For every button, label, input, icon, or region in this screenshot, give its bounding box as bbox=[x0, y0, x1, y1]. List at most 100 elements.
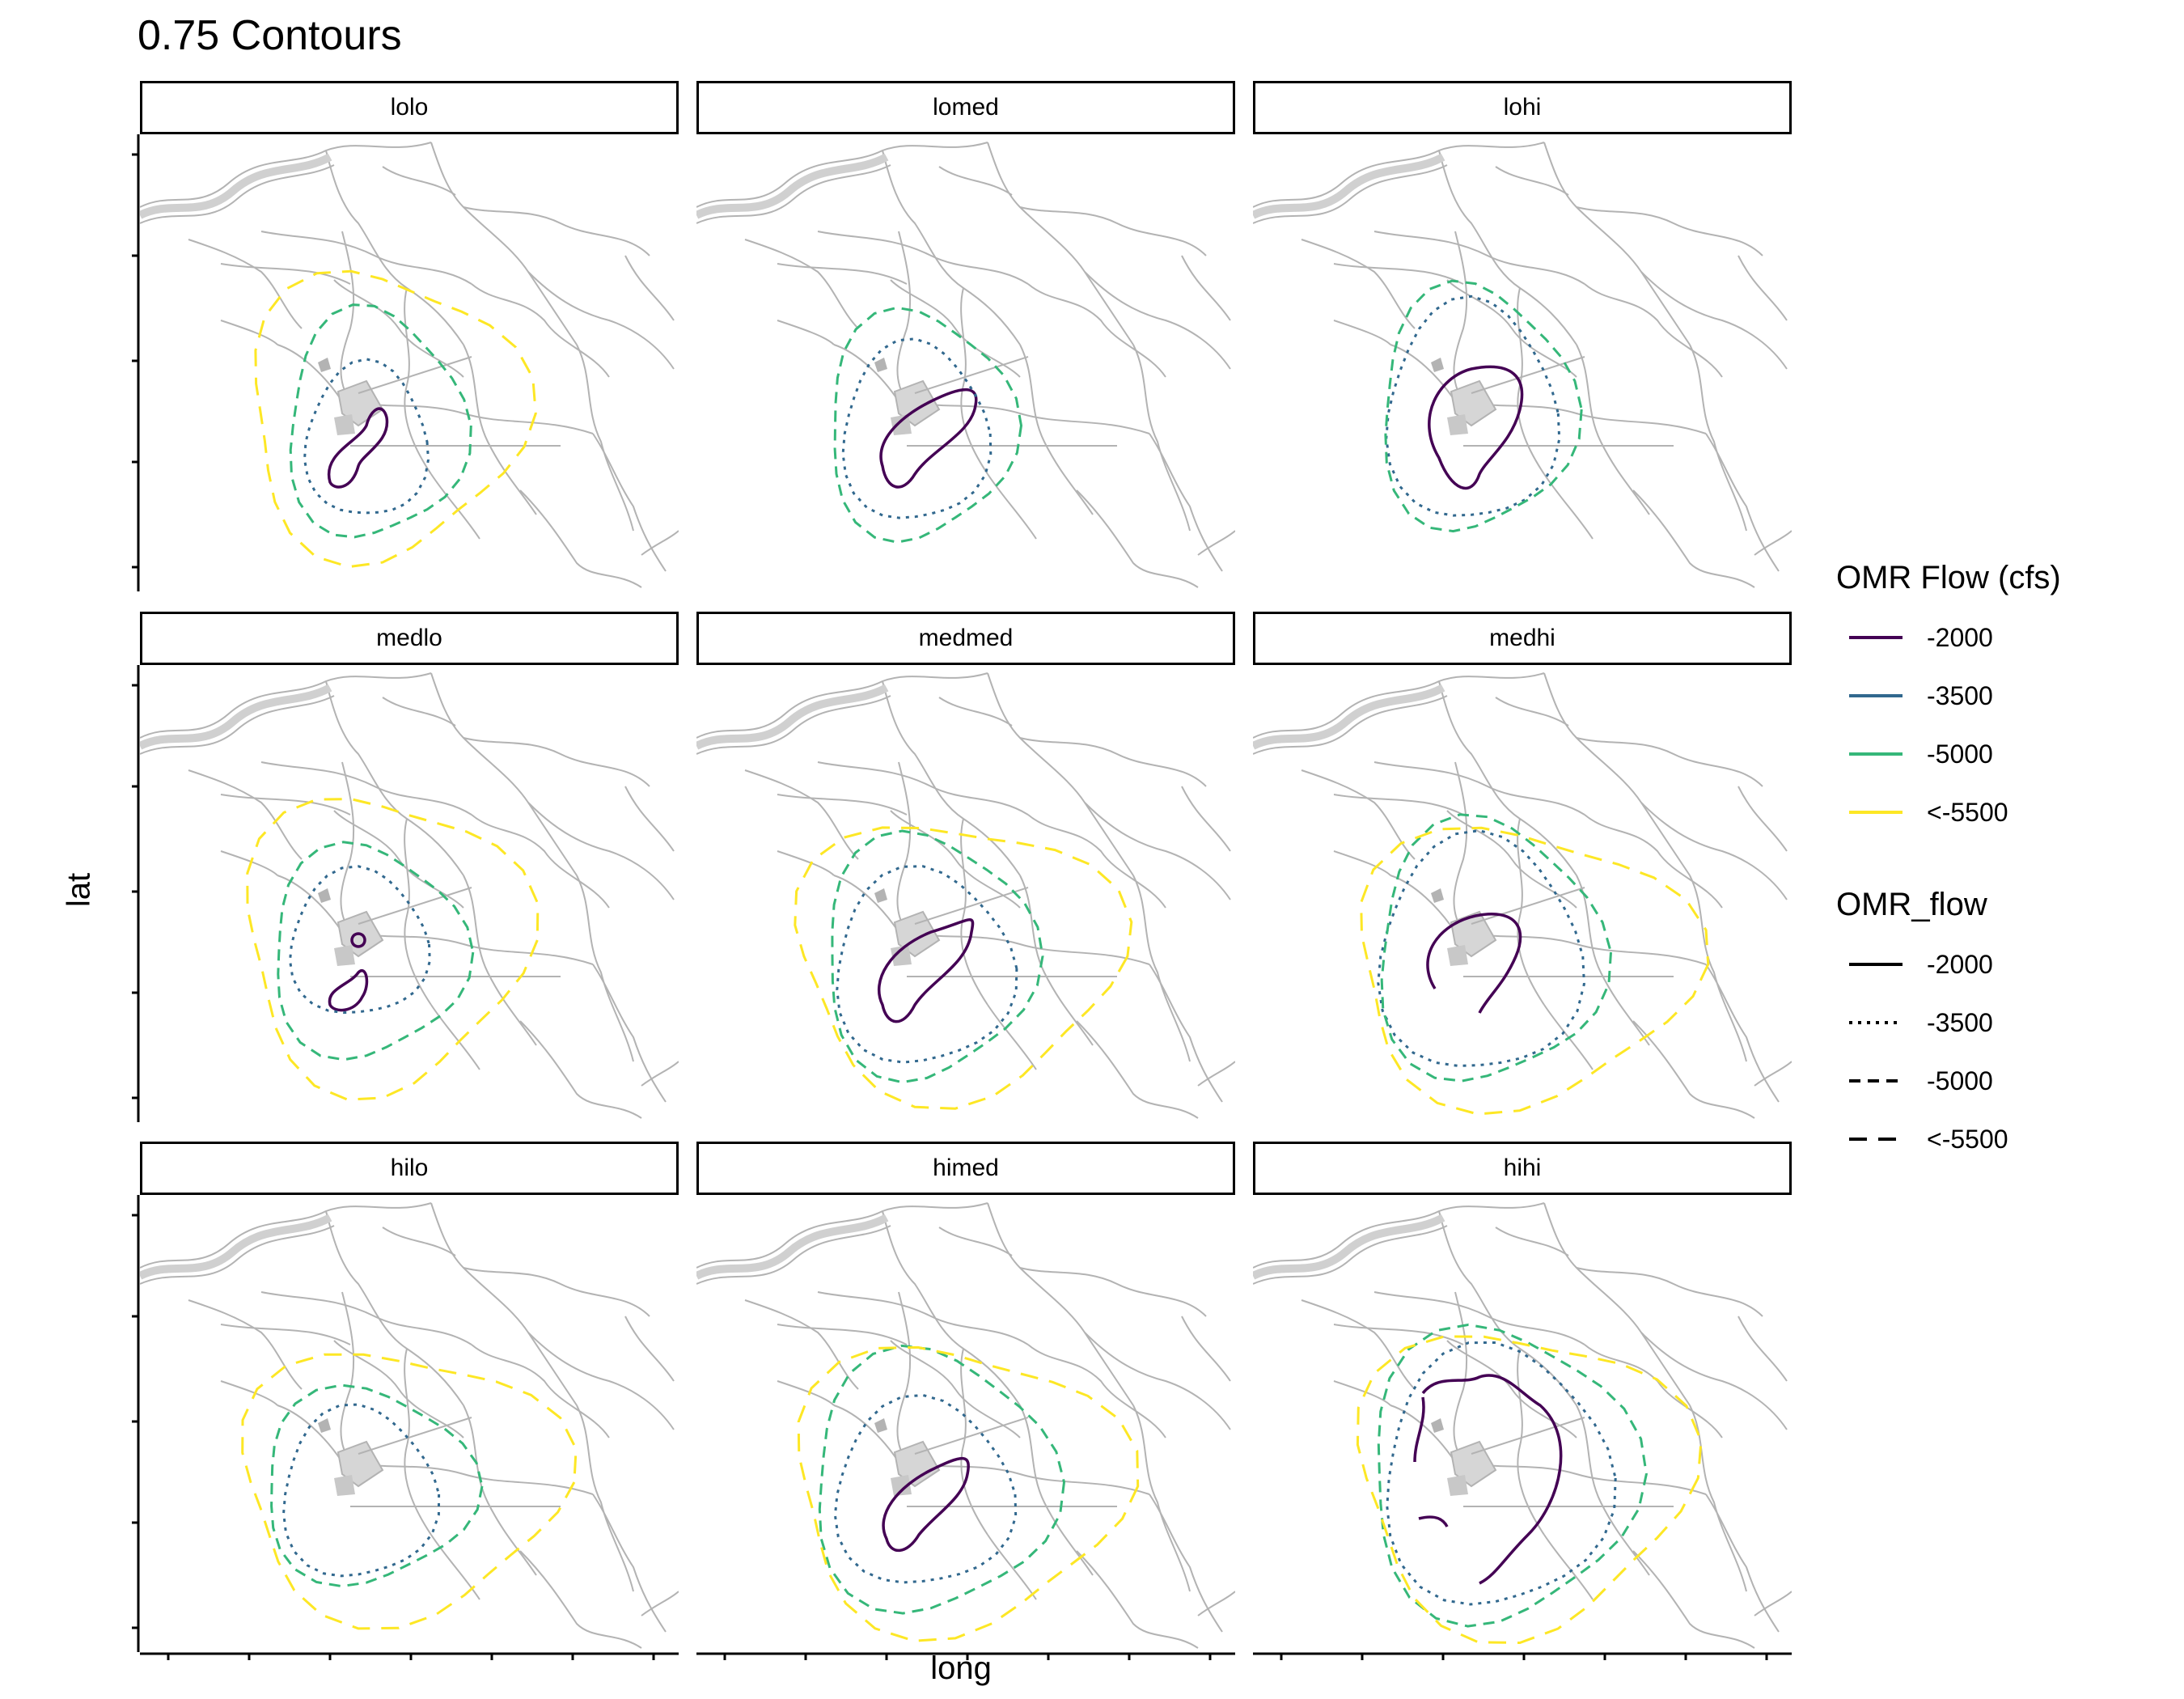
facet-map bbox=[696, 1202, 1235, 1649]
contour-line bbox=[831, 829, 1044, 1084]
facet-strip-3: lohi bbox=[1253, 81, 1792, 134]
delta-basemap bbox=[696, 1202, 1235, 1649]
legend-swatch bbox=[1849, 752, 1903, 756]
contour-line bbox=[1428, 365, 1524, 490]
facet-panel-5 bbox=[696, 665, 1235, 1122]
contour-line bbox=[833, 306, 1023, 544]
contour-line bbox=[1384, 279, 1583, 533]
contour-line bbox=[833, 1393, 1018, 1584]
color-legend-title: OMR Flow (cfs) bbox=[1836, 560, 2061, 595]
facet-label: medhi bbox=[1489, 625, 1555, 651]
delta-basemap bbox=[696, 672, 1235, 1119]
facet-label: lohi bbox=[1503, 94, 1542, 121]
legend-linetype-key bbox=[1849, 1079, 1903, 1083]
contour-line bbox=[1418, 1515, 1449, 1527]
delta-basemap bbox=[1253, 1202, 1792, 1649]
facet-strip-9: hihi bbox=[1253, 1142, 1792, 1195]
contours bbox=[254, 269, 537, 569]
contour-line bbox=[1356, 1335, 1703, 1645]
facet-panel-2 bbox=[696, 134, 1235, 591]
facet-label: hihi bbox=[1503, 1155, 1542, 1181]
legend-label: -5000 bbox=[1927, 739, 1993, 769]
legend-label: <-5500 bbox=[1927, 1124, 2008, 1154]
contours bbox=[794, 826, 1133, 1110]
delta-basemap bbox=[140, 1202, 679, 1649]
facet-panel-1 bbox=[140, 134, 679, 591]
linetype-legend-item: -5000 bbox=[1836, 1052, 2160, 1110]
color-legend-item: <-5500 bbox=[1836, 783, 2160, 841]
page-title: 0.75 Contours bbox=[138, 12, 402, 59]
contour-line bbox=[254, 269, 537, 569]
legend-swatch bbox=[1849, 694, 1903, 697]
y-axis-label: lat bbox=[61, 872, 97, 908]
facet-panel-4 bbox=[140, 665, 679, 1122]
contour-line bbox=[836, 865, 1018, 1064]
delta-basemap bbox=[140, 142, 679, 588]
facet-map bbox=[696, 142, 1235, 588]
color-legend-item: -5000 bbox=[1836, 725, 2160, 783]
contour-line bbox=[882, 1456, 970, 1553]
legend-label: -3500 bbox=[1927, 680, 1993, 710]
legend-linetype-key bbox=[1849, 963, 1903, 966]
facet-map bbox=[696, 672, 1235, 1119]
facet-map bbox=[1253, 1202, 1792, 1649]
contours bbox=[797, 1344, 1140, 1642]
legend: OMR Flow (cfs) -2000 -3500 -5000 <-5500 OMR… bbox=[1836, 558, 2160, 1168]
delta-basemap bbox=[696, 142, 1235, 588]
contours bbox=[246, 798, 540, 1101]
legend-label: -5000 bbox=[1927, 1066, 1993, 1095]
contour-line bbox=[1377, 829, 1585, 1067]
facet-strip-7: hilo bbox=[140, 1142, 679, 1195]
facet-label: himed bbox=[933, 1155, 999, 1181]
linetype-legend-item: -3500 bbox=[1836, 994, 2160, 1052]
facet-label: medmed bbox=[918, 625, 1014, 651]
contour-line bbox=[282, 1403, 441, 1578]
delta-basemap bbox=[140, 672, 679, 1119]
contour-line bbox=[841, 337, 993, 519]
contour-line bbox=[246, 798, 540, 1101]
facet-label: hilo bbox=[390, 1155, 429, 1181]
contour-line bbox=[818, 1344, 1066, 1615]
facet-map bbox=[1253, 672, 1792, 1119]
legend-label: -2000 bbox=[1927, 949, 1993, 979]
facet-strip-2: lomed bbox=[696, 81, 1235, 134]
contour-line bbox=[1360, 826, 1710, 1116]
legend-linetype-key bbox=[1849, 1138, 1903, 1141]
contour-line bbox=[277, 841, 475, 1061]
legend-linetype-key bbox=[1849, 1021, 1903, 1024]
facet-panel-7 bbox=[140, 1195, 679, 1652]
facet-panel-6 bbox=[1253, 665, 1792, 1122]
contours bbox=[833, 306, 1023, 544]
facet-panel-9 bbox=[1253, 1195, 1792, 1652]
facet-panel-8 bbox=[696, 1195, 1235, 1652]
facet-label: medlo bbox=[376, 625, 442, 651]
contours bbox=[1356, 1323, 1703, 1645]
x-axis-label: long bbox=[930, 1650, 992, 1686]
linetype-legend-title: OMR_flow bbox=[1836, 887, 1987, 922]
facet-strip-6: medhi bbox=[1253, 612, 1792, 665]
contour-line bbox=[794, 826, 1133, 1110]
color-legend: OMR Flow (cfs) -2000 -3500 -5000 <-5500 bbox=[1836, 558, 2160, 841]
contours bbox=[241, 1353, 578, 1630]
contour-line bbox=[270, 1383, 484, 1588]
contour-line bbox=[1377, 1323, 1648, 1628]
linetype-legend-item: <-5500 bbox=[1836, 1110, 2160, 1168]
facet-strip-5: medmed bbox=[696, 612, 1235, 665]
contour-line bbox=[288, 865, 431, 1015]
facet-map bbox=[140, 672, 679, 1119]
contour-line bbox=[797, 1345, 1140, 1642]
contour-line bbox=[1426, 913, 1522, 1014]
contours bbox=[1360, 813, 1710, 1116]
contour-line bbox=[1386, 1341, 1617, 1606]
contour-line bbox=[1421, 1374, 1563, 1585]
legend-swatch bbox=[1849, 636, 1903, 639]
linetype-legend: OMR_flow -2000 -3500 -5000 <-5500 bbox=[1836, 885, 2160, 1168]
contour-line bbox=[328, 969, 369, 1012]
facet-panel-3 bbox=[1253, 134, 1792, 591]
color-legend-item: -2000 bbox=[1836, 608, 2160, 667]
facet-strip-8: himed bbox=[696, 1142, 1235, 1195]
facet-strip-1: lolo bbox=[140, 81, 679, 134]
linetype-legend-item: -2000 bbox=[1836, 935, 2160, 994]
contours bbox=[1384, 279, 1583, 533]
facet-label: lolo bbox=[390, 94, 429, 121]
